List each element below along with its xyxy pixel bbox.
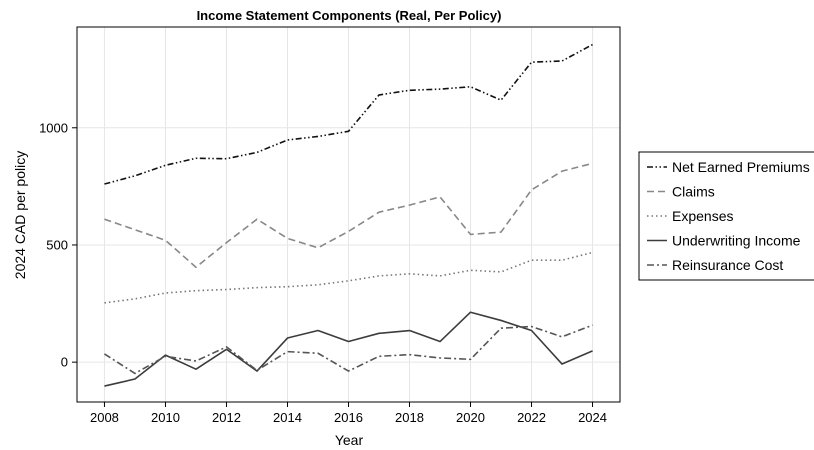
grid [77,27,620,402]
legend-box [638,151,814,281]
y-axis-label: 2024 CAD per policy [12,151,28,279]
y-tick-label: 0 [61,355,68,370]
axis-ticks: 2008 2010 2012 2014 2016 2018 2020 2022 2024 0 500… [39,120,607,425]
legend: Net Earned Premiums Claims Expenses Underwr… [638,151,814,281]
x-tick-label: 2010 [151,410,180,425]
x-axis-label: Year [335,432,364,448]
series-line-claims [104,162,593,269]
series-line-underwriting-income [104,311,593,387]
x-tick-label: 2024 [578,410,607,425]
y-tick-label: 500 [46,237,68,252]
legend-entry-label: Reinsurance Cost [672,257,783,273]
series-line-net-earned-premiums [104,43,593,185]
series-lines [104,43,593,387]
x-tick-label: 2020 [456,410,485,425]
x-tick-label: 2008 [90,410,119,425]
y-tick-label: 1000 [39,120,68,135]
legend-entry-label: Expenses [672,208,733,224]
legend-entry-label: Underwriting Income [672,233,801,249]
legend-entry-label: Claims [672,184,715,200]
series-line-reinsurance-cost [104,324,593,375]
x-tick-label: 2022 [517,410,546,425]
x-tick-label: 2016 [334,410,363,425]
x-tick-label: 2018 [395,410,424,425]
x-tick-label: 2014 [273,410,302,425]
series-line-expenses [104,251,593,304]
x-tick-label: 2012 [212,410,241,425]
chart-title: Income Statement Components (Real, Per P… [197,8,502,23]
legend-entry-label: Net Earned Premiums [672,159,810,175]
